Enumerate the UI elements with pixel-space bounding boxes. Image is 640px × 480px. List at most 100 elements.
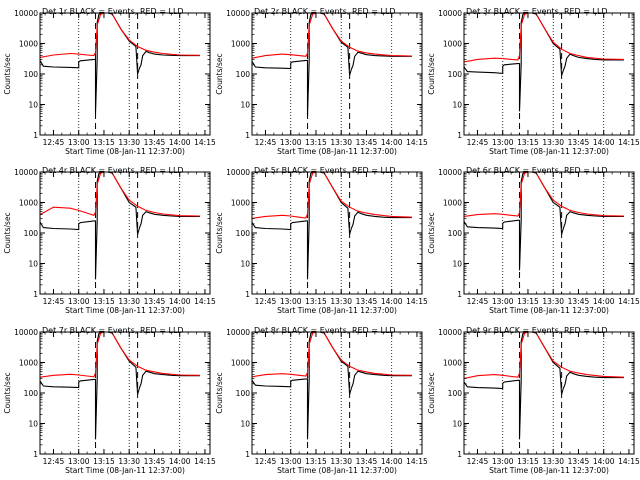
- y-tick-label: 10000: [14, 9, 38, 18]
- x-tick-label: 12:45: [255, 457, 277, 466]
- x-tick-label: 14:00: [593, 297, 615, 306]
- y-tick-label: 100: [236, 70, 251, 79]
- y-tick-label: 10000: [226, 328, 250, 337]
- x-tick-label: 13:00: [68, 297, 90, 306]
- x-tick-label: 13:00: [68, 138, 90, 147]
- plot-area: [464, 332, 624, 440]
- x-axis-label: Start Time (08-Jan-11 12:37:00): [65, 466, 185, 475]
- x-tick-label: 13:15: [305, 457, 327, 466]
- chart-title: Det 2r BLACK = Events, RED = LLD: [254, 7, 396, 16]
- x-tick-label: 13:30: [330, 457, 352, 466]
- y-tick-label: 1000: [19, 359, 38, 368]
- x-tick-label: 13:00: [492, 297, 514, 306]
- x-tick-label: 13:15: [93, 457, 115, 466]
- y-tick-label: 100: [236, 389, 251, 398]
- y-tick-label: 1: [457, 131, 462, 140]
- y-axis-label: Counts/sec: [3, 53, 12, 94]
- series-line-events: [464, 332, 624, 440]
- y-axis-label: Counts/sec: [427, 212, 436, 253]
- chart-panel-1: 1 10 100 1000 10000 12:45 13:00 13:15 13:30 13:45…: [3, 7, 216, 156]
- x-tick-label: 13:45: [356, 457, 378, 466]
- x-tick-label: 12:45: [255, 297, 277, 306]
- plot-area: [40, 13, 200, 114]
- x-tick-label: 14:15: [406, 457, 428, 466]
- plot-frame: [251, 171, 423, 295]
- x-tick-label: 14:00: [593, 457, 615, 466]
- y-axis-label: Counts/sec: [427, 372, 436, 413]
- x-tick-label: 14:15: [618, 138, 640, 147]
- x-tick-label: 14:15: [618, 297, 640, 306]
- series-line-lld: [40, 172, 200, 217]
- y-tick-label: 1: [33, 450, 38, 459]
- x-tick-label: 12:45: [467, 138, 489, 147]
- x-axis-label: Start Time (08-Jan-11 12:37:00): [489, 147, 609, 156]
- chart-panel-2: 1 10 100 1000 10000 12:45 13:00 13:15 13:30 13:45…: [215, 7, 428, 156]
- plot-area: [40, 332, 200, 440]
- chart-title: Det 3r BLACK = Events, RED = LLD: [466, 7, 608, 16]
- chart-panel-4: 1 10 100 1000 10000 12:45 13:00 13:15 13:30 13:45…: [3, 166, 216, 315]
- x-tick-label: 14:00: [169, 297, 191, 306]
- y-tick-label: 10000: [14, 168, 38, 177]
- y-tick-label: 10: [452, 420, 462, 429]
- x-tick-label: 13:45: [568, 138, 590, 147]
- x-tick-label: 13:00: [280, 138, 302, 147]
- chart-panel-9: 1 10 100 1000 10000 12:45 13:00 13:15 13:30 13:45…: [427, 326, 640, 475]
- x-tick-label: 12:45: [467, 457, 489, 466]
- x-tick-label: 13:00: [492, 457, 514, 466]
- x-tick-label: 14:00: [381, 457, 403, 466]
- x-tick-label: 13:30: [330, 297, 352, 306]
- y-tick-label: 10: [452, 101, 462, 110]
- x-tick-label: 13:30: [118, 457, 140, 466]
- y-tick-label: 1: [457, 450, 462, 459]
- chart-panel-8: 1 10 100 1000 10000 12:45 13:00 13:15 13:30 13:45…: [215, 326, 428, 475]
- y-tick-label: 10000: [226, 168, 250, 177]
- series-line-events: [252, 13, 412, 117]
- series-line-lld: [252, 332, 412, 378]
- plot-frame: [463, 12, 635, 136]
- x-tick-label: 14:15: [618, 457, 640, 466]
- y-tick-label: 100: [448, 389, 463, 398]
- plot-frame: [39, 331, 211, 455]
- chart-panel-7: 1 10 100 1000 10000 12:45 13:00 13:15 13:30 13:45…: [3, 326, 216, 475]
- x-tick-label: 13:00: [280, 457, 302, 466]
- series-line-lld: [464, 172, 624, 217]
- x-tick-label: 13:45: [144, 297, 166, 306]
- x-tick-label: 13:30: [542, 457, 564, 466]
- x-tick-label: 12:45: [43, 457, 65, 466]
- x-axis-label: Start Time (08-Jan-11 12:37:00): [277, 306, 397, 315]
- plot-area: [464, 13, 624, 112]
- y-tick-label: 100: [24, 389, 39, 398]
- chart-title: Det 7r BLACK = Events, RED = LLD: [42, 326, 184, 335]
- x-tick-label: 13:00: [68, 457, 90, 466]
- x-tick-label: 14:00: [381, 297, 403, 306]
- plot-frame: [463, 171, 635, 295]
- x-tick-label: 13:30: [118, 138, 140, 147]
- chart-panel-5: 1 10 100 1000 10000 12:45 13:00 13:15 13:30 13:45…: [215, 166, 428, 315]
- series-line-lld: [464, 332, 624, 379]
- series-line-lld: [40, 332, 200, 378]
- y-tick-label: 10: [28, 101, 38, 110]
- x-tick-label: 13:15: [305, 138, 327, 147]
- series-line-events: [252, 172, 412, 280]
- x-tick-label: 13:45: [356, 297, 378, 306]
- x-axis-label: Start Time (08-Jan-11 12:37:00): [489, 306, 609, 315]
- x-tick-label: 14:15: [194, 457, 216, 466]
- plot-area: [40, 172, 200, 280]
- x-tick-label: 13:45: [356, 138, 378, 147]
- chart-panel-3: 1 10 100 1000 10000 12:45 13:00 13:15 13:30 13:45…: [427, 7, 640, 156]
- y-tick-label: 1000: [443, 359, 462, 368]
- y-tick-label: 1000: [231, 199, 250, 208]
- y-axis-label: Counts/sec: [215, 53, 224, 94]
- y-tick-label: 1: [245, 290, 250, 299]
- x-axis-label: Start Time (08-Jan-11 12:37:00): [277, 147, 397, 156]
- x-tick-label: 13:45: [144, 138, 166, 147]
- plot-area: [464, 172, 624, 271]
- y-tick-label: 1: [33, 290, 38, 299]
- y-axis-label: Counts/sec: [427, 53, 436, 94]
- x-tick-label: 13:15: [93, 138, 115, 147]
- x-tick-label: 13:15: [93, 297, 115, 306]
- series-line-lld: [252, 13, 412, 59]
- y-tick-label: 1000: [19, 40, 38, 49]
- plot-area: [252, 172, 412, 280]
